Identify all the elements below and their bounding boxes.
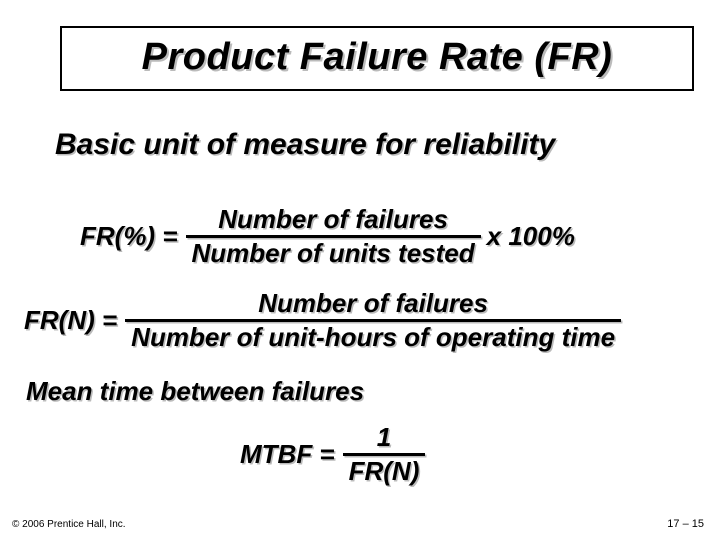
formula1-rhs: x 100% [487, 221, 575, 252]
slide: Product Failure Rate (FR) Basic unit of … [0, 0, 720, 540]
copyright-text: © 2006 Prentice Hall, Inc. [12, 519, 126, 530]
formula3-fraction: 1 FR(N) [343, 424, 426, 486]
formula2-fraction: Number of failures Number of unit-hours … [125, 290, 621, 352]
slide-title: Product Failure Rate (FR) [142, 36, 613, 78]
formula1-numerator: Number of failures [212, 206, 454, 233]
mtbf-label: Mean time between failures [26, 376, 364, 407]
title-box: Product Failure Rate (FR) [60, 26, 694, 91]
page-number: 17 – 15 [667, 518, 704, 530]
formula2-lhs: FR(N) = [24, 305, 117, 336]
formula3-numerator: 1 [371, 424, 397, 451]
formula3-denominator: FR(N) [343, 458, 426, 485]
formula-mtbf: MTBF = 1 FR(N) [240, 424, 425, 486]
formula-fr-percent: FR(%) = Number of failures Number of uni… [80, 206, 575, 268]
formula2-numerator: Number of failures [252, 290, 494, 317]
slide-subtitle: Basic unit of measure for reliability [55, 128, 555, 162]
formula1-fraction: Number of failures Number of units teste… [186, 206, 481, 268]
formula-fr-n: FR(N) = Number of failures Number of uni… [24, 290, 621, 352]
formula3-lhs: MTBF = [240, 439, 335, 470]
formula1-lhs: FR(%) = [80, 221, 178, 252]
formula2-denominator: Number of unit-hours of operating time [125, 324, 621, 351]
formula1-denominator: Number of units tested [186, 240, 481, 267]
